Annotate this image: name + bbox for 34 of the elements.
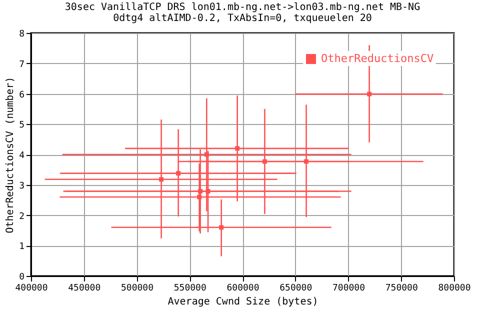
x-tick-label: 800000: [438, 284, 471, 294]
y-tick-label: 4: [19, 151, 24, 161]
legend-label: OtherReductionsCV: [321, 52, 434, 65]
y-axis-title: OtherReductionsCV (number): [5, 76, 16, 234]
x-tick-label: 550000: [174, 284, 206, 294]
point: [262, 159, 267, 164]
chart-title: 30sec VanillaTCP DRS lon01.mb-ng.net->lon03.mb-ng.net MB-NG: [64, 2, 420, 13]
x-tick-label: 600000: [226, 284, 260, 294]
y-tick-label: 8: [19, 30, 24, 40]
x-tick-label: 650000: [280, 284, 312, 294]
point: [304, 159, 309, 164]
chart-subtitle: 0dtg4 altAIMD-0.2, TxAbsIn=0, txqueuelen 20: [113, 13, 372, 24]
point: [219, 225, 224, 230]
x-tick-label: 750000: [385, 284, 418, 294]
y-tick-label: 3: [19, 181, 24, 192]
point: [159, 177, 164, 182]
x-axis-title: Average Cwnd Size (bytes): [168, 296, 318, 308]
point: [198, 189, 203, 194]
point: [176, 171, 181, 176]
point: [235, 146, 240, 151]
y-tick-label: 5: [19, 120, 24, 131]
x-tick-label: 400000: [15, 284, 48, 294]
point: [367, 92, 372, 96]
y-tick-label: 7: [19, 60, 24, 70]
y-tick-label: 6: [19, 90, 24, 100]
point: [206, 189, 210, 194]
point: [197, 194, 202, 200]
x-tick-label: 500000: [120, 284, 154, 294]
point: [204, 152, 209, 157]
x-tick-label: 700000: [332, 284, 366, 294]
y-tick-label: 2: [19, 212, 24, 222]
x-tick-label: 450000: [68, 284, 101, 294]
y-tick-label: 1: [19, 242, 24, 252]
y-tick-label: 0: [19, 272, 24, 282]
